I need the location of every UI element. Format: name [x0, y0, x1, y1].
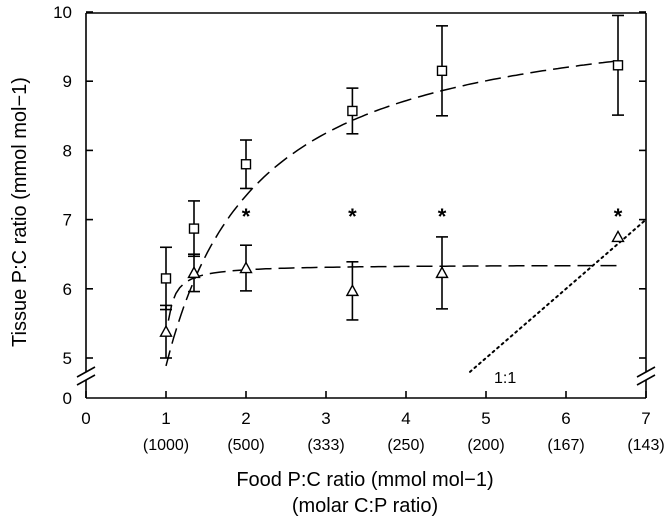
- axis-break-mark: [636, 374, 656, 386]
- significance-markers: * * * *: [242, 204, 623, 229]
- x-tick-label: 0: [81, 409, 90, 428]
- axis-break-mark: [636, 366, 656, 378]
- y-tick-label: 9: [63, 72, 72, 91]
- axis-ticks: 0 1 2 3 4 5 6 7 (1000) (500) (333) (250) (200) (167) (…: [53, 3, 665, 454]
- x-tick-label: 2: [241, 409, 250, 428]
- significance-star: *: [614, 204, 623, 229]
- triangle-marker: [435, 265, 449, 279]
- x-tick-label: 6: [561, 409, 570, 428]
- square-marker: [240, 159, 252, 170]
- triangle-marker: [187, 265, 201, 279]
- reference-line-label: 1:1: [494, 370, 516, 387]
- y-tick-label: 8: [63, 141, 72, 160]
- axis-break-mark: [76, 366, 96, 378]
- x-tick-label: 3: [321, 409, 330, 428]
- x-tick-label: 5: [481, 409, 490, 428]
- significance-star: *: [348, 204, 357, 229]
- x-tick-label: 7: [641, 409, 650, 428]
- y-tick-label: 0: [63, 389, 72, 408]
- x-axis-title: Food P:C ratio (mmol mol−1): [236, 469, 493, 491]
- reference-line-1-1-path: [469, 218, 647, 373]
- y-tick-label: 5: [63, 349, 72, 368]
- axis-break-mark: [76, 374, 96, 386]
- square-marker: [612, 60, 624, 71]
- x-tick-label-secondary: (143): [627, 437, 664, 454]
- square-marker: [160, 273, 172, 284]
- x-tick-label-secondary: (200): [467, 437, 504, 454]
- y-tick-label: 6: [63, 280, 72, 299]
- triangle-marker: [345, 283, 360, 297]
- square-marker: [347, 105, 358, 117]
- triangle-marker: [159, 324, 173, 337]
- x-tick-label-secondary: (333): [307, 437, 344, 454]
- square-marker: [436, 65, 448, 77]
- x-axis-secondary-title: (molar C:P ratio): [292, 495, 438, 517]
- x-tick-label-secondary: (250): [387, 437, 424, 454]
- significance-star: *: [242, 204, 251, 229]
- x-tick-label: 4: [401, 409, 410, 428]
- y-tick-label: 7: [63, 211, 72, 230]
- x-tick-label-secondary: (500): [227, 437, 264, 454]
- x-tick-label: 1: [161, 409, 170, 428]
- error-bars: [160, 14, 624, 359]
- y-axis-title: Tissue P:C ratio (mmol mol−1): [9, 77, 31, 347]
- x-tick-label-secondary: (1000): [143, 437, 189, 454]
- square-marker: [188, 223, 200, 234]
- y-tick-label: 10: [53, 3, 72, 22]
- triangle-marker: [611, 229, 625, 243]
- fit-curve-triangle-series: [167, 264, 618, 321]
- triangle-marker: [239, 261, 253, 274]
- fit-curve-square-series: [165, 60, 619, 367]
- data-markers: [159, 60, 625, 337]
- plot-frame: [76, 12, 656, 399]
- significance-star: *: [438, 204, 447, 229]
- reference-line-1-1: [469, 218, 647, 373]
- fit-curves: [165, 60, 619, 367]
- x-tick-label-secondary: (167): [547, 437, 584, 454]
